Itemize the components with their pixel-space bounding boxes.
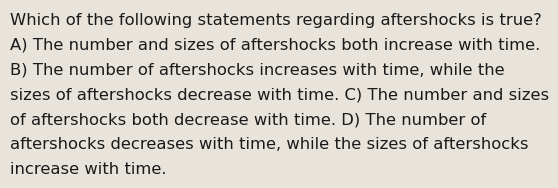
Text: increase with time.: increase with time. xyxy=(10,162,166,177)
Text: Which of the following statements regarding aftershocks is true?: Which of the following statements regard… xyxy=(10,13,542,28)
Text: A) The number and sizes of aftershocks both increase with time.: A) The number and sizes of aftershocks b… xyxy=(10,38,540,53)
Text: aftershocks decreases with time, while the sizes of aftershocks: aftershocks decreases with time, while t… xyxy=(10,137,528,152)
Text: B) The number of aftershocks increases with time, while the: B) The number of aftershocks increases w… xyxy=(10,63,504,78)
Text: sizes of aftershocks decrease with time. C) The number and sizes: sizes of aftershocks decrease with time.… xyxy=(10,88,549,103)
Text: of aftershocks both decrease with time. D) The number of: of aftershocks both decrease with time. … xyxy=(10,112,486,127)
